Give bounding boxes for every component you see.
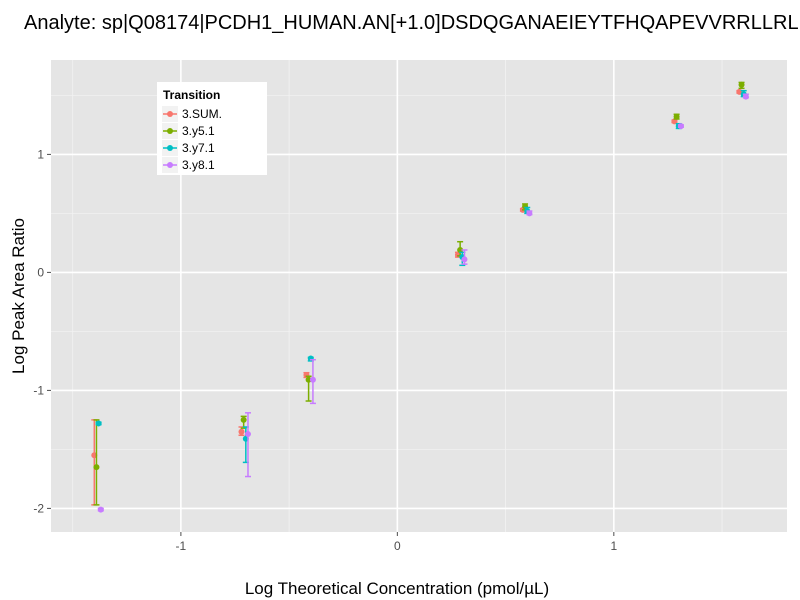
legend-label: 3.SUM. <box>182 107 222 121</box>
data-point <box>673 113 680 120</box>
data-point <box>738 81 745 88</box>
series-3-y5-1 <box>93 81 745 506</box>
legend-item: 3.y5.1 <box>162 123 215 139</box>
x-tick-label: 0 <box>394 539 401 553</box>
axis-layer: -1 0 1 -2 -1 0 1 <box>33 147 617 553</box>
legend-title: Transition <box>163 88 220 102</box>
y-tick-label: 0 <box>37 265 44 279</box>
data-point <box>671 118 678 125</box>
data-point <box>677 123 684 130</box>
data-point <box>97 506 104 513</box>
legend-key-point <box>167 128 173 134</box>
data-point <box>240 416 247 423</box>
data-point <box>461 256 468 263</box>
legend-label: 3.y5.1 <box>182 124 215 138</box>
legend-label: 3.y7.1 <box>182 141 215 155</box>
data-point <box>95 420 102 427</box>
legend: Transition 3.SUM. 3.y5.1 3.y7.1 3.y8.1 <box>157 82 267 175</box>
legend-item: 3.SUM. <box>162 106 222 122</box>
x-tick-label: 1 <box>610 539 617 553</box>
data-point <box>309 376 316 383</box>
legend-key-point <box>167 162 173 168</box>
y-tick-label: 1 <box>37 147 44 161</box>
data-point <box>93 464 100 471</box>
legend-item: 3.y8.1 <box>162 157 215 173</box>
data-layer <box>91 81 749 513</box>
legend-item: 3.y7.1 <box>162 140 215 156</box>
series-3-y8-1 <box>97 93 749 513</box>
legend-label: 3.y8.1 <box>182 158 215 172</box>
legend-key-point <box>167 145 173 151</box>
data-point <box>238 428 245 435</box>
chart-title: Analyte: sp|Q08174|PCDH1_HUMAN.AN[+1.0]D… <box>24 12 800 34</box>
x-axis-title: Log Theoretical Concentration (pmol/µL) <box>245 579 549 598</box>
data-point <box>526 210 533 217</box>
y-tick-label: -2 <box>33 501 44 515</box>
data-point <box>742 93 749 100</box>
x-tick-label: -1 <box>176 539 187 553</box>
data-point <box>305 376 312 383</box>
data-point <box>244 431 251 438</box>
data-point <box>457 246 464 253</box>
grid-layer <box>51 60 787 532</box>
y-tick-label: -1 <box>33 383 44 397</box>
y-axis-title: Log Peak Area Ratio <box>9 218 28 374</box>
legend-key-point <box>167 111 173 117</box>
